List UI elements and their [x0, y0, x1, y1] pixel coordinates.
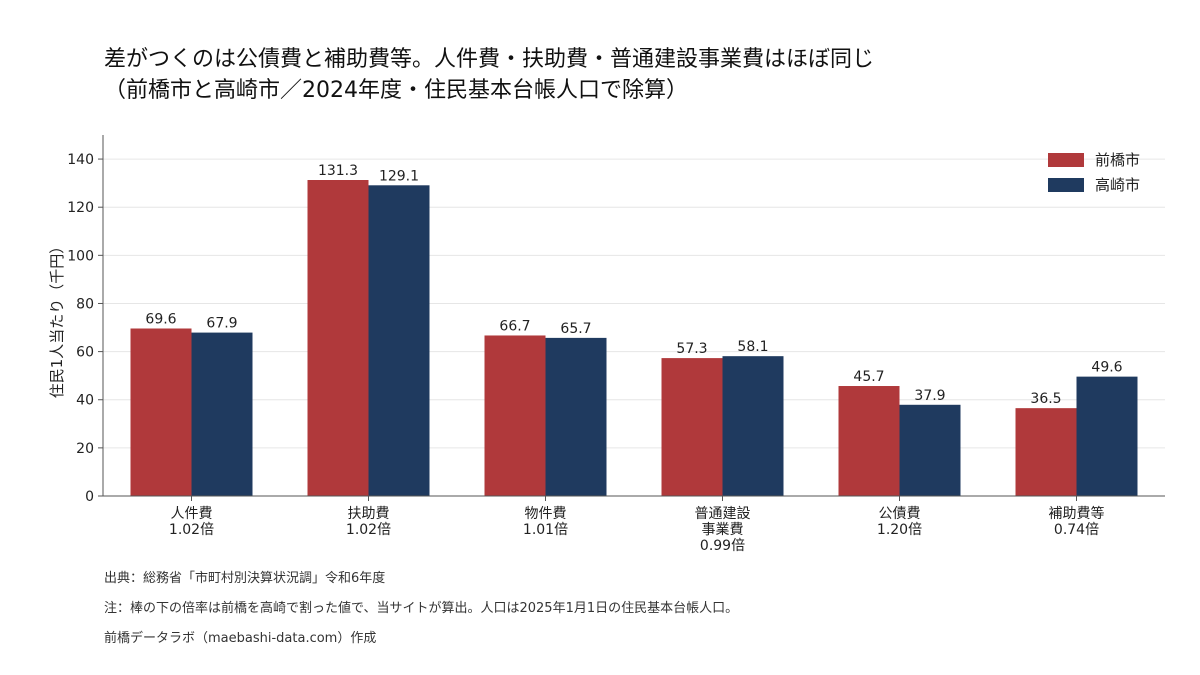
- x-tick-label: 0.74倍: [1054, 522, 1099, 538]
- bar: [368, 185, 430, 497]
- credit-note: 前橋データラボ（maebashi-data.com）作成: [104, 631, 377, 646]
- x-tick-label: 1.02倍: [346, 522, 391, 538]
- data-label: 131.3: [318, 163, 358, 179]
- x-tick-label: 1.02倍: [169, 522, 214, 538]
- bar: [545, 337, 607, 496]
- bar: [1076, 376, 1138, 496]
- data-label: 58.1: [737, 339, 768, 355]
- source-note: 出典：総務省「市町村別決算状況調」令和6年度: [104, 571, 386, 586]
- data-label: 69.6: [145, 311, 176, 327]
- bar: [307, 180, 369, 496]
- x-tick-label: 公債費: [879, 506, 921, 522]
- data-label: 66.7: [499, 318, 530, 334]
- bar: [838, 386, 900, 496]
- y-tick-label: 140: [67, 152, 94, 168]
- data-label: 37.9: [914, 388, 945, 404]
- data-label: 129.1: [379, 168, 419, 184]
- x-tick-label: 物件費: [525, 506, 567, 522]
- y-tick-label: 20: [76, 441, 94, 457]
- chart-title: 差がつくのは公債費と補助費等。人件費・扶助費・普通建設事業費はほぼ同じ （前橋市…: [104, 44, 1164, 106]
- x-tick-label: 1.01倍: [523, 522, 568, 538]
- y-tick-label: 120: [67, 200, 94, 216]
- x-tick-label: 扶助費: [348, 506, 390, 522]
- legend-swatch: [1048, 178, 1084, 192]
- y-tick-label: 60: [76, 345, 94, 361]
- data-label: 45.7: [853, 369, 884, 385]
- y-tick-label: 40: [76, 393, 94, 409]
- y-tick-label: 80: [76, 296, 94, 312]
- x-tick-label: 1.20倍: [877, 522, 922, 538]
- legend-label: 前橋市: [1095, 151, 1140, 169]
- data-label: 49.6: [1091, 360, 1122, 376]
- x-tick-label: 人件費: [171, 506, 213, 522]
- bar: [484, 335, 546, 496]
- bar: [661, 358, 723, 496]
- data-label: 65.7: [560, 321, 591, 337]
- legend-label: 高崎市: [1095, 176, 1140, 194]
- data-label: 67.9: [206, 316, 237, 332]
- legend-swatch: [1048, 153, 1084, 167]
- x-tick-label: 補助費等: [1049, 505, 1105, 522]
- calculation-note: 注：棒の下の倍率は前橋を高崎で割った値で、当サイトが算出。人口は2025年1月1…: [104, 601, 739, 616]
- bar: [899, 404, 961, 496]
- bar: [1015, 408, 1077, 496]
- y-tick-label: 0: [85, 489, 94, 505]
- data-label: 57.3: [676, 341, 707, 357]
- x-tick-label: 普通建設: [695, 506, 751, 522]
- chart-title-line1: 差がつくのは公債費と補助費等。人件費・扶助費・普通建設事業費はほぼ同じ: [104, 47, 875, 72]
- bar: [191, 332, 253, 496]
- chart-title-line2: （前橋市と高崎市／2024年度・住民基本台帳人口で除算）: [104, 78, 688, 103]
- x-tick-label: 事業費: [702, 522, 744, 538]
- y-tick-label: 100: [67, 248, 94, 264]
- chart-notes: 出典：総務省「市町村別決算状況調」令和6年度 注：棒の下の倍率は前橋を高崎で割っ…: [104, 568, 738, 658]
- bar: [722, 356, 784, 496]
- data-label: 36.5: [1030, 391, 1061, 407]
- bar: [130, 328, 192, 496]
- x-tick-label: 0.99倍: [700, 538, 745, 554]
- y-axis-label: 住民1人当たり（千円）: [48, 239, 66, 399]
